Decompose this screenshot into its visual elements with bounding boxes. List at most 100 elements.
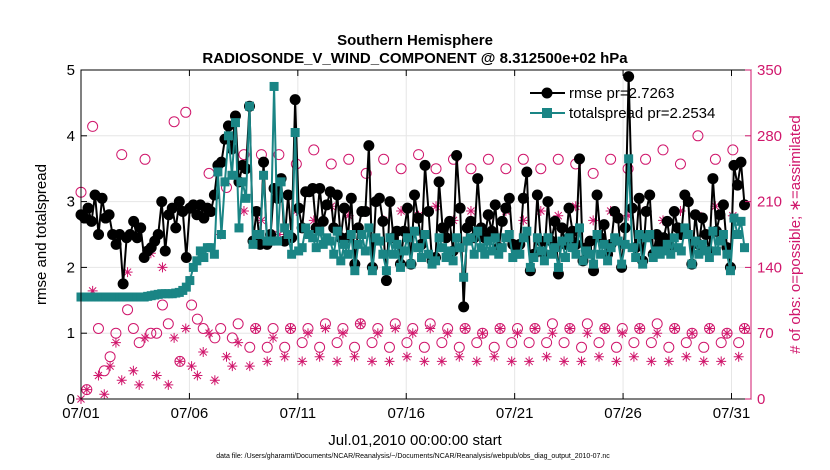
assimilated-obs-point (163, 379, 174, 390)
rmse-point (377, 215, 389, 227)
assimilated-obs-point (524, 356, 535, 367)
possible-obs-point (715, 337, 727, 349)
rmse-point (633, 192, 645, 204)
assimilated-obs-point (81, 384, 92, 395)
assimilated-obs-point (355, 318, 366, 329)
rmse-point (135, 222, 147, 234)
spread-point (209, 249, 219, 259)
assimilated-obs-point (471, 356, 482, 367)
rmse-point (373, 192, 385, 204)
rmse-point (289, 94, 301, 106)
spread-point (624, 154, 634, 164)
assimilated-obs-point (518, 215, 529, 226)
rmse-point (549, 215, 561, 227)
assimilated-obs-point (209, 375, 220, 386)
assimilated-obs-point (425, 323, 436, 334)
rmse-point (321, 199, 333, 211)
spread-point (480, 249, 490, 259)
assimilated-obs-point (320, 323, 331, 334)
spread-point (518, 233, 528, 243)
assimilated-obs-point (192, 370, 203, 381)
axes: 07/01 07/06 07/11 07/16 07/21 07/26 07/31 0 1 2 3 4… (62, 62, 782, 422)
spread-point (659, 246, 669, 256)
rmse-point (682, 196, 694, 208)
assimilated-obs-point (128, 365, 139, 376)
x-tick-label: 07/11 (280, 405, 316, 422)
assimilated-obs-point (489, 351, 500, 362)
rmse-point (401, 202, 413, 214)
spread-point (367, 266, 377, 276)
spread-point (388, 249, 398, 259)
spread-point (290, 128, 300, 138)
assimilated-obs-point (460, 323, 471, 334)
assimilated-obs-point (169, 332, 180, 343)
spread-point (227, 170, 237, 180)
rmse-point (644, 189, 656, 201)
rmse-point (482, 209, 494, 221)
spread-point (199, 253, 209, 263)
spread-point (188, 262, 198, 272)
rmse-point (103, 209, 115, 221)
possible-obs-point (523, 337, 535, 349)
spread-point (237, 177, 247, 187)
spread-point (339, 239, 349, 249)
possible-obs-point (698, 341, 710, 353)
spread-point (392, 239, 402, 249)
spread-point (532, 233, 542, 243)
rmse-point (314, 182, 326, 194)
x-tick-label: 07/01 (62, 405, 100, 422)
possible-obs-point (366, 337, 378, 349)
possible-obs-point (436, 337, 448, 349)
rmse-point (623, 71, 635, 83)
possible-obs-point (209, 332, 221, 344)
spread-point (318, 239, 328, 249)
x-tick-label: 07/26 (604, 405, 642, 422)
spread-point (603, 256, 613, 266)
possible-obs-point (273, 149, 285, 161)
rmse-point (454, 202, 466, 214)
rmse-point (317, 215, 329, 227)
rmse-point (384, 196, 396, 208)
assimilated-obs-point (105, 361, 116, 372)
y2-tick-label: 280 (757, 128, 782, 145)
spread-point (620, 239, 630, 249)
assimilated-obs-point (663, 356, 674, 367)
spread-point (255, 230, 265, 239)
assimilated-obs-point (204, 328, 215, 339)
possible-obs-point (674, 158, 686, 170)
rmse-point (215, 156, 227, 168)
assimilated-obs-point (553, 210, 564, 221)
rmse-point (117, 278, 129, 290)
assimilated-obs-point (419, 356, 430, 367)
rmse-point (626, 202, 638, 214)
assimilated-obs-point (396, 206, 407, 216)
spread-point (420, 230, 430, 239)
possible-obs-point (186, 299, 198, 311)
possible-obs-point (156, 299, 168, 311)
possible-obs-point (401, 337, 413, 349)
spread-point (431, 256, 441, 266)
rmse-point (444, 215, 456, 227)
assimilated-obs-point (390, 323, 401, 334)
spread-point (336, 256, 346, 266)
spread-point (490, 233, 500, 243)
possible-obs-point (558, 337, 570, 349)
rmse-point (86, 215, 98, 227)
spread-point (410, 226, 420, 236)
possible-obs-point (308, 144, 320, 156)
spread-point (694, 249, 704, 259)
spread-point (596, 249, 606, 259)
spread-point (280, 223, 290, 233)
spread-point (522, 226, 532, 236)
rmse-point (696, 212, 708, 224)
spread-point (669, 233, 679, 243)
assimilated-obs-point (599, 323, 610, 334)
assimilated-obs-point (454, 351, 465, 362)
spread-point (585, 249, 595, 259)
spread-point (273, 236, 283, 246)
possible-obs-point (92, 323, 104, 334)
assimilated-obs-point (221, 351, 232, 362)
possible-obs-point (733, 337, 745, 349)
rmse-point (205, 205, 217, 217)
possible-obs-point (98, 365, 110, 377)
